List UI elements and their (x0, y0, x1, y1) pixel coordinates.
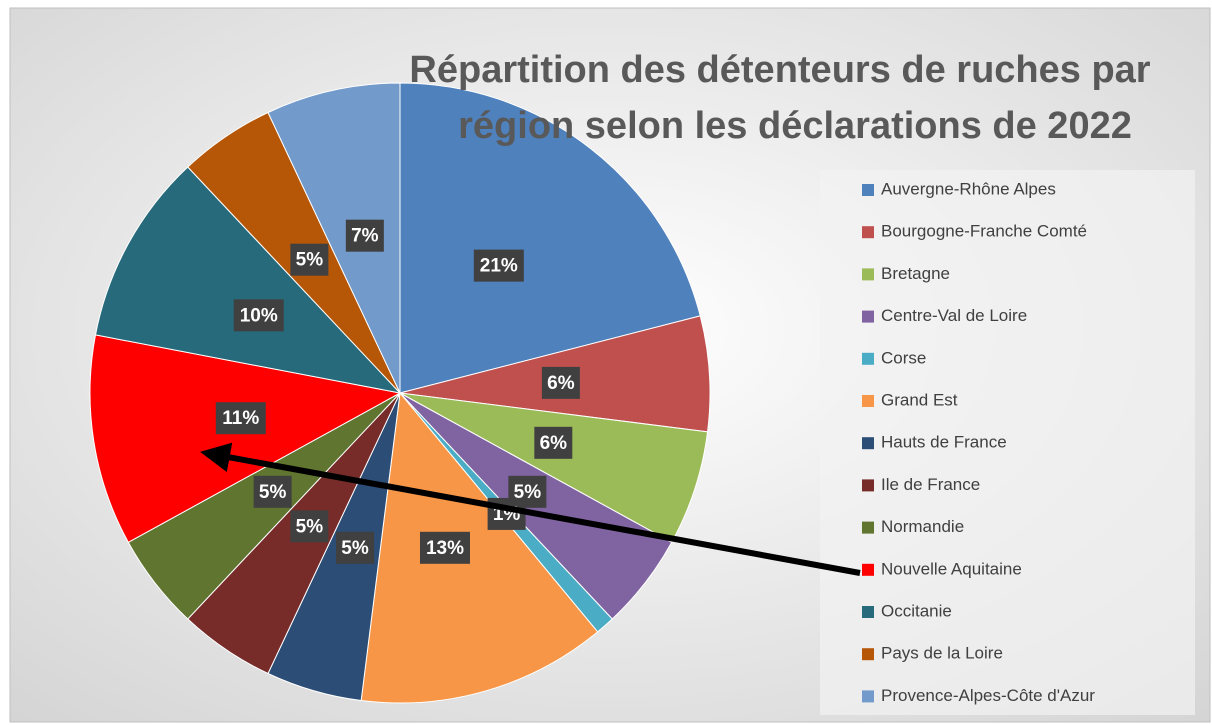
legend-swatch (862, 563, 874, 576)
data-label-box (336, 531, 375, 564)
legend-label: Hauts de France (881, 433, 1007, 452)
pie-slice (94, 166, 402, 394)
data-label: 6% (547, 373, 575, 394)
legend-label: Occitanie (881, 601, 952, 620)
data-labels: 21%6%6%5%1%13%5%5%5%11%10%5%7% (215, 219, 580, 564)
data-label: 5% (259, 482, 287, 503)
legend-label: Normandie (881, 517, 964, 536)
legend-label: Pays de la Loire (881, 644, 1003, 663)
legend-swatch (862, 226, 874, 239)
legend-label: Auvergne-Rhône Alpes (881, 179, 1056, 198)
pie-slice (267, 82, 401, 394)
data-label: 5% (296, 516, 324, 537)
legend-label: Bourgogne-Franche Comté (881, 222, 1087, 241)
legend-label: Grand Est (881, 390, 958, 409)
data-label: 21% (480, 256, 518, 277)
data-label-box (345, 219, 384, 252)
legend-label: Corse (881, 348, 926, 367)
chart-title: Répartition des détenteurs de ruches par… (409, 49, 1150, 147)
legend-label: Ile de France (881, 475, 980, 494)
legend-swatch (862, 184, 874, 196)
data-label-box (534, 426, 573, 459)
data-label-box (290, 243, 329, 276)
legend-swatch (862, 268, 874, 281)
data-label-box (290, 510, 329, 543)
data-label-box (233, 299, 284, 332)
pie-slice (399, 82, 701, 394)
data-label: 7% (351, 226, 379, 247)
data-label: 11% (222, 408, 259, 429)
data-label: 13% (426, 538, 464, 559)
legend-swatch (862, 648, 874, 661)
data-label-box (473, 249, 524, 282)
legend-swatch (862, 521, 874, 534)
legend-swatch (862, 352, 874, 365)
legend-label: Nouvelle Aquitaine (881, 559, 1022, 578)
data-label: 5% (296, 250, 324, 271)
legend-label: Centre-Val de Loire (881, 306, 1027, 325)
legend: Auvergne-Rhône Alpes Bourgogne-Franche Co… (862, 179, 1095, 705)
title-line: région selon les déclarations de 2022 (458, 105, 1132, 147)
data-label-box (419, 531, 470, 564)
data-label: 6% (540, 433, 568, 454)
legend-swatch (862, 437, 874, 450)
arrow (200, 442, 861, 576)
legend-label: Bretagne (881, 264, 950, 283)
data-label: 5% (514, 482, 542, 503)
legend-swatch (862, 479, 874, 492)
title-line: Répartition des détenteurs de ruches par (409, 49, 1150, 91)
data-label-box (215, 402, 266, 435)
data-label-box (541, 366, 580, 399)
legend-box (820, 170, 1195, 715)
legend-swatch (862, 395, 874, 407)
pie-slice (360, 391, 599, 704)
pie-slice (89, 334, 402, 544)
data-label: 5% (341, 538, 369, 559)
pie (89, 82, 711, 704)
data-label: 10% (240, 305, 278, 326)
legend-swatch (862, 690, 874, 703)
legend-swatch (862, 606, 874, 618)
legend-label: Provence-Alpes-Côte d'Azur (881, 686, 1095, 705)
legend-swatch (862, 310, 874, 323)
data-label-box (253, 475, 292, 508)
